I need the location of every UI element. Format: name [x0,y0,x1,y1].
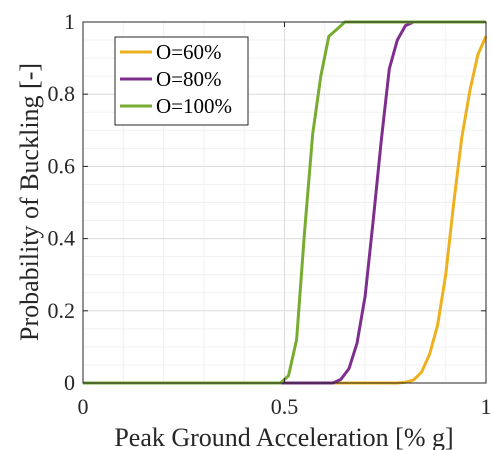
y-tick-label: 0.6 [48,153,76,178]
legend: O=60% O=80% O=100% [114,36,249,126]
y-tick-label: 1 [64,9,75,34]
x-tick-label: 0 [78,394,89,419]
x-tick-label: 1 [481,394,491,419]
y-tick-labels: 0 0.2 0.4 0.6 0.8 1 [48,9,76,395]
series-line-0 [83,35,488,385]
y-tick-label: 0 [64,370,75,395]
y-tick-label: 0.2 [48,298,76,323]
x-tick-labels: 0 0.5 1 [78,394,491,419]
series-layer [83,20,488,385]
legend-label-o60: O=60% [156,40,222,64]
legend-label-o100: O=100% [156,94,232,118]
y-tick-label: 0.4 [48,226,76,251]
x-tick-label: 0.5 [271,394,299,419]
series-line-1 [83,20,486,385]
legend-label-o80: O=80% [156,67,222,91]
series-line-2 [83,20,486,385]
y-tick-label: 0.8 [48,81,76,106]
y-axis-label: Probability of Buckling [-] [15,63,44,341]
x-axis-label: Peak Ground Acceleration [% g] [114,423,453,450]
tick-marks [82,21,487,384]
